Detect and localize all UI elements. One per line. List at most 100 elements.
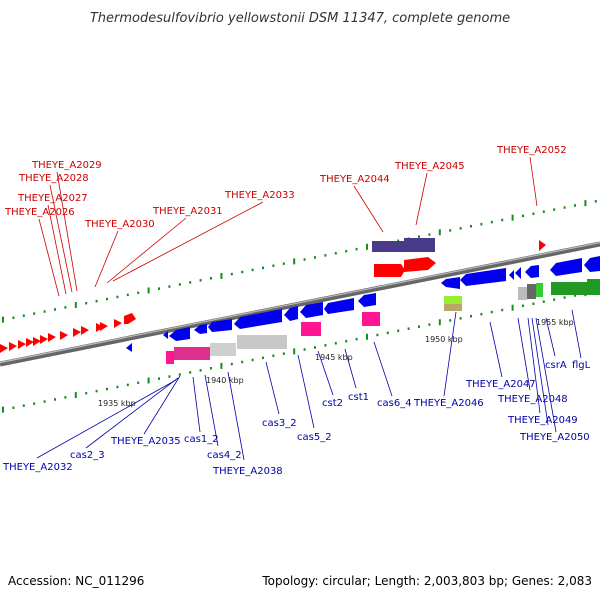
gene-arrow[interactable] [33, 337, 41, 346]
map-title: Thermodesulfovibrio yellowstonii DSM 113… [90, 11, 510, 26]
minor-tick [449, 319, 452, 322]
gene-block[interactable] [301, 322, 321, 336]
gene-arrow[interactable] [163, 331, 168, 339]
major-tick [366, 243, 368, 250]
gene-label[interactable]: THEYE_A2038 [212, 466, 283, 477]
gene-arrow[interactable] [9, 342, 17, 351]
gene-label[interactable]: THEYE_A2031 [152, 206, 223, 217]
minor-tick [168, 375, 171, 378]
gene-arrow[interactable] [509, 270, 514, 280]
minor-tick [314, 346, 316, 349]
gene-THEYE_A2048[interactable] [525, 265, 539, 278]
gene-arrow[interactable] [18, 340, 26, 349]
gene-label[interactable]: THEYE_A2052 [496, 145, 567, 156]
gene-cst2[interactable] [300, 302, 323, 318]
gene-arrow[interactable] [0, 344, 8, 353]
minor-tick [251, 358, 254, 362]
minor-tick [574, 204, 576, 207]
gene-cas1_2[interactable] [208, 319, 232, 332]
gene-label[interactable]: THEYE_A2026 [4, 207, 75, 218]
gene-cst1[interactable] [324, 298, 354, 314]
gene-cas5_2[interactable] [284, 306, 298, 321]
gene-block[interactable] [362, 312, 380, 326]
gene-arrow[interactable] [100, 322, 108, 331]
gene-arrow[interactable] [73, 328, 81, 337]
gene-block[interactable] [210, 343, 236, 356]
minor-tick [501, 308, 504, 312]
gene-label[interactable]: cst1 [348, 392, 369, 403]
gene-block[interactable] [444, 296, 462, 304]
gene-csrA[interactable] [584, 256, 600, 272]
gene-THEYE_A2044[interactable] [374, 264, 405, 277]
gene-label[interactable]: THEYE_A2033 [224, 190, 295, 201]
minor-tick [407, 327, 410, 330]
gene-label[interactable]: THEYE_A2035 [110, 436, 181, 447]
gene-arrow[interactable] [126, 343, 132, 352]
minor-tick [345, 339, 348, 343]
gene-arrow[interactable] [60, 331, 68, 340]
gene-label[interactable]: cas1_2 [184, 434, 219, 445]
gene-block[interactable] [587, 279, 600, 295]
minor-tick [376, 333, 379, 337]
minor-tick [355, 247, 358, 251]
gene-label[interactable]: csrA [545, 360, 567, 371]
gene-THEYE_A2033[interactable] [124, 313, 136, 324]
gene-label[interactable]: flgL [572, 360, 591, 371]
minor-tick [563, 296, 566, 299]
minor-tick [490, 220, 493, 224]
gene-block[interactable] [174, 347, 210, 360]
minor-tick [54, 308, 56, 311]
major-tick [366, 333, 368, 340]
gene-label[interactable]: THEYE_A2032 [2, 462, 73, 473]
gene-arrow[interactable] [114, 319, 122, 328]
minor-tick [168, 285, 171, 288]
gene-THEYE_A2035[interactable] [194, 324, 207, 334]
gene-block[interactable] [237, 335, 287, 349]
gene-arrow[interactable] [515, 267, 521, 279]
gene-block[interactable] [536, 283, 543, 297]
gene-label[interactable]: cas3_2 [262, 418, 297, 429]
minor-tick [459, 317, 462, 320]
minor-tick [272, 354, 275, 358]
gene-arrow[interactable] [26, 338, 34, 347]
gene-cas2_3[interactable] [169, 327, 190, 341]
minor-tick [553, 298, 556, 301]
gene-THEYE_A2050[interactable] [550, 258, 582, 276]
gene-label[interactable]: cas6_4 [377, 398, 412, 409]
gene-THEYE_A2044-block[interactable] [372, 241, 404, 252]
minor-tick [178, 283, 181, 286]
gene-label[interactable]: THEYE_A2045 [394, 161, 465, 172]
minor-tick [189, 371, 192, 374]
gene-label[interactable]: THEYE_A2046 [413, 398, 484, 409]
gene-label[interactable]: THEYE_A2044 [319, 174, 390, 185]
gene-THEYE_A2045-block[interactable] [404, 238, 435, 252]
gene-label[interactable]: THEYE_A2048 [497, 394, 568, 405]
gene-cas6_4[interactable] [358, 293, 376, 307]
gene-label[interactable]: THEYE_A2027 [17, 193, 88, 204]
gene-flgL[interactable] [551, 282, 587, 295]
gene-THEYE_A2046[interactable] [441, 277, 460, 289]
gene-THEYE_A2047[interactable] [460, 268, 506, 286]
gene-THEYE_A2045[interactable] [404, 257, 436, 272]
gene-THEYE_A2052[interactable] [539, 240, 546, 251]
gene-block[interactable] [444, 304, 462, 311]
gene-label[interactable]: THEYE_A2030 [84, 219, 155, 230]
gene-label[interactable]: THEYE_A2050 [519, 432, 590, 443]
gene-label[interactable]: THEYE_A2028 [18, 173, 89, 184]
gene-label[interactable]: cas4_2 [207, 450, 242, 461]
gene-block[interactable] [527, 284, 536, 299]
gene-label[interactable]: THEYE_A2047 [465, 379, 536, 390]
gene-label[interactable]: cas5_2 [297, 432, 332, 443]
minor-tick [334, 252, 337, 255]
gene-label[interactable]: THEYE_A2029 [31, 160, 102, 171]
gene-block[interactable] [518, 287, 527, 300]
gene-arrow[interactable] [81, 326, 89, 335]
gene-cas3_2[interactable] [234, 309, 282, 329]
gene-label[interactable]: THEYE_A2049 [507, 415, 578, 426]
gene-block[interactable] [166, 351, 174, 364]
gene-arrow[interactable] [40, 335, 48, 344]
gene-label[interactable]: cas2_3 [70, 450, 105, 461]
gene-arrow[interactable] [48, 333, 56, 342]
minor-tick [95, 389, 98, 393]
gene-label[interactable]: cst2 [322, 398, 343, 409]
